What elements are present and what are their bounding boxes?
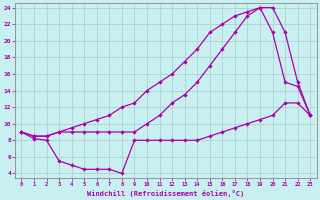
X-axis label: Windchill (Refroidissement éolien,°C): Windchill (Refroidissement éolien,°C): [87, 190, 244, 197]
